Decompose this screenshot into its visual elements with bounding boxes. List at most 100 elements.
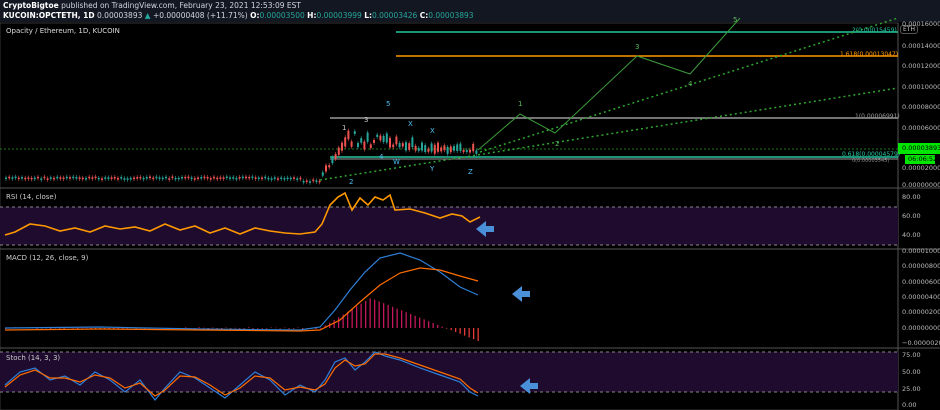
histogram-bar bbox=[212, 327, 214, 329]
candle bbox=[174, 175, 177, 182]
trendline-upper[interactable] bbox=[479, 17, 899, 153]
candle bbox=[30, 175, 33, 182]
wave-label: 1 bbox=[342, 124, 347, 132]
axis-label: 80.00 bbox=[902, 193, 921, 201]
candle bbox=[149, 174, 151, 181]
candle bbox=[91, 175, 94, 181]
candle bbox=[49, 175, 52, 181]
candle bbox=[21, 175, 23, 181]
candle bbox=[168, 176, 171, 182]
histogram-bar bbox=[185, 327, 187, 328]
price-change: +0.00000408 (+11.71%) bbox=[152, 11, 248, 20]
candle bbox=[395, 134, 398, 147]
axis-label: 0.00000200 bbox=[902, 308, 940, 316]
author[interactable]: CryptoBigtoe bbox=[3, 1, 59, 10]
candle bbox=[379, 133, 382, 143]
macd-histogram bbox=[5, 298, 479, 341]
histogram-bar bbox=[374, 299, 376, 328]
wave-label: Y bbox=[430, 165, 435, 173]
histogram-bar bbox=[86, 327, 88, 329]
histogram-bar bbox=[261, 328, 263, 329]
candle bbox=[24, 175, 27, 182]
symbol: KUCOIN:OPCTETH, 1D bbox=[3, 11, 95, 20]
histogram-bar bbox=[365, 301, 367, 328]
candle bbox=[113, 175, 116, 181]
candle bbox=[43, 174, 46, 181]
axis-label: 0.00000400 bbox=[902, 293, 940, 301]
candle bbox=[120, 175, 123, 181]
axis-label: 0.00008000 bbox=[902, 103, 940, 111]
candle bbox=[161, 175, 164, 182]
axis-label: −0.00000200 bbox=[902, 339, 940, 347]
candle bbox=[277, 176, 279, 182]
candle bbox=[254, 175, 257, 181]
candle bbox=[382, 133, 385, 144]
histogram-bar bbox=[104, 328, 106, 329]
candle bbox=[331, 155, 334, 166]
candle bbox=[475, 148, 478, 156]
axis-label: 0.00016000 bbox=[902, 20, 940, 28]
histogram-bar bbox=[338, 317, 340, 328]
axis-label: 0.00000800 bbox=[902, 262, 940, 270]
candle bbox=[341, 140, 343, 153]
candle bbox=[251, 174, 254, 181]
wave-projection[interactable] bbox=[477, 17, 741, 151]
macd-line bbox=[4, 252, 479, 331]
candle bbox=[206, 174, 209, 181]
candle bbox=[216, 175, 219, 182]
arrow-icon bbox=[476, 221, 538, 394]
histogram-bar bbox=[320, 328, 322, 329]
candle bbox=[424, 143, 427, 155]
axis-label: 25.00 bbox=[902, 385, 921, 393]
axis-label: 0.00000000 bbox=[902, 324, 940, 332]
candle bbox=[405, 140, 407, 153]
rsi-line bbox=[4, 191, 481, 236]
candle bbox=[421, 140, 423, 153]
histogram-bar bbox=[392, 306, 394, 328]
candle bbox=[283, 176, 286, 182]
wave-label: 5 bbox=[386, 100, 391, 108]
candle bbox=[366, 130, 369, 144]
histogram-bar bbox=[77, 328, 79, 329]
histogram-bar bbox=[248, 327, 250, 328]
candle bbox=[286, 175, 289, 182]
candle bbox=[350, 139, 353, 149]
histogram-bar bbox=[194, 327, 196, 329]
macd-signal-line bbox=[4, 267, 479, 332]
histogram-bar bbox=[90, 328, 92, 329]
histogram-bar bbox=[464, 328, 466, 336]
candle bbox=[373, 137, 375, 145]
candle bbox=[453, 144, 455, 153]
macd-title[interactable]: MACD (12, 26, close, 9) bbox=[6, 254, 89, 262]
wave-label: W bbox=[393, 158, 400, 166]
candle bbox=[104, 175, 107, 181]
candle bbox=[8, 174, 11, 181]
histogram-bar bbox=[284, 327, 286, 329]
histogram-bar bbox=[293, 328, 295, 329]
candle bbox=[184, 174, 187, 181]
trendline-lower[interactable] bbox=[319, 87, 899, 181]
histogram-bar bbox=[369, 298, 371, 328]
fib-label: 1(0.00006991) bbox=[855, 113, 900, 120]
histogram-bar bbox=[432, 323, 434, 328]
histogram-bar bbox=[266, 328, 268, 329]
wave-label: 3 bbox=[635, 43, 640, 51]
histogram-bar bbox=[477, 328, 479, 341]
stoch-title[interactable]: Stoch (14, 3, 3) bbox=[6, 354, 61, 362]
candle bbox=[97, 175, 100, 182]
histogram-bar bbox=[59, 328, 61, 329]
currency-badge[interactable]: ETH bbox=[900, 25, 918, 34]
last-price: 0.00003893 bbox=[97, 11, 143, 20]
rsi-band bbox=[0, 207, 898, 245]
up-arrow-icon: ▲ bbox=[144, 11, 151, 20]
candle bbox=[264, 174, 267, 181]
candle bbox=[59, 175, 62, 181]
histogram-bar bbox=[207, 328, 209, 329]
candle bbox=[197, 175, 199, 181]
candle bbox=[363, 139, 366, 152]
rsi-title[interactable]: RSI (14, close) bbox=[6, 193, 57, 201]
wave-label: Z bbox=[468, 168, 473, 176]
candle bbox=[72, 174, 75, 181]
candle bbox=[472, 141, 475, 154]
